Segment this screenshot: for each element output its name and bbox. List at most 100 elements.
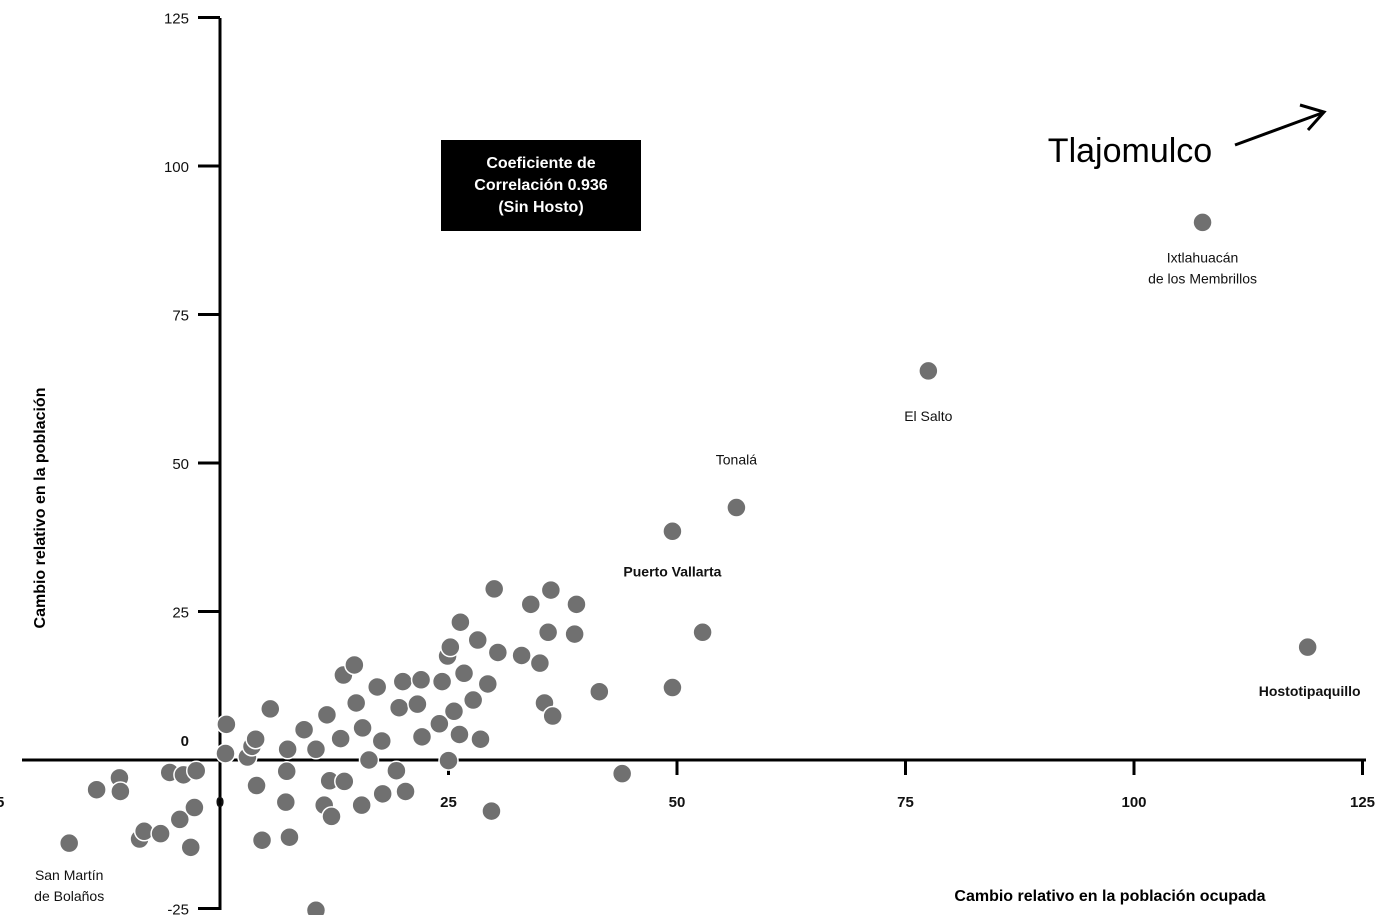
data-point: [451, 613, 470, 632]
offchart-annotation: Tlajomulco: [1048, 105, 1324, 170]
data-point: [353, 718, 372, 737]
data-point: [181, 838, 200, 857]
data-point: [111, 782, 130, 801]
data-point: [530, 654, 549, 673]
x-tick-label: 50: [669, 794, 686, 811]
data-point: [345, 655, 364, 674]
data-point: [278, 740, 297, 759]
data-point: [441, 638, 460, 657]
data-point: [87, 780, 106, 799]
point-label: El Salto: [904, 408, 952, 424]
data-point: [246, 730, 265, 749]
data-point: [276, 793, 295, 812]
data-point: [468, 631, 487, 650]
x-tick-label: 125: [1350, 794, 1375, 811]
point-labels: Ixtlahuacán de los Membrillos El Salto Tona…: [34, 249, 1360, 904]
x-tick-label: 100: [1121, 794, 1146, 811]
data-point: [613, 764, 632, 783]
y-axis-title: Cambio relativo en la población: [32, 388, 49, 629]
point-label: Tonalá: [716, 452, 757, 468]
y-tick-label: 25: [172, 605, 189, 622]
data-point: [1298, 638, 1317, 657]
annotation-line-3: (Sin Hosto): [498, 199, 583, 216]
data-point: [450, 725, 469, 744]
y-tick-label: 125: [164, 11, 189, 28]
data-point: [485, 579, 504, 598]
point-label: Ixtlahuacán de los Membrillos: [1148, 249, 1257, 286]
data-point: [408, 695, 427, 714]
data-point: [439, 751, 458, 770]
data-point: [185, 798, 204, 817]
data-point: [60, 834, 79, 853]
data-point: [412, 670, 431, 689]
x-tick-label: 75: [897, 794, 914, 811]
point-label: Hostotipaquillo: [1259, 683, 1361, 699]
data-point: [387, 761, 406, 780]
data-point: [444, 702, 463, 721]
data-point: [693, 623, 712, 642]
data-point: [521, 595, 540, 614]
data-point: [488, 643, 507, 662]
data-point: [455, 664, 474, 683]
y-tick-label: 75: [172, 308, 189, 325]
data-point: [322, 807, 341, 826]
point-label-line: de Bolaños: [34, 888, 104, 904]
data-point: [433, 672, 452, 691]
data-point: [335, 772, 354, 791]
data-point: [216, 744, 235, 763]
data-point: [306, 740, 325, 759]
x-tick-label: 25: [440, 794, 457, 811]
data-point: [565, 625, 584, 644]
data-point: [1193, 213, 1212, 232]
data-point: [217, 715, 236, 734]
point-label: San Martín de Bolaños: [34, 867, 104, 904]
point-label-line: Tonalá: [716, 452, 757, 468]
point-label-line: Ixtlahuacán: [1167, 249, 1239, 265]
data-point: [539, 623, 558, 642]
data-point: [253, 831, 272, 850]
point-label-line: El Salto: [904, 408, 952, 424]
data-point: [396, 782, 415, 801]
point-label-line: Hostotipaquillo: [1259, 683, 1361, 699]
tlajomulco-label: Tlajomulco: [1048, 132, 1212, 170]
data-point: [663, 522, 682, 541]
data-point: [471, 730, 490, 749]
data-point: [247, 776, 266, 795]
data-point: [368, 677, 387, 696]
data-point: [331, 729, 350, 748]
data-point: [390, 698, 409, 717]
data-point: [482, 802, 501, 821]
data-point: [512, 646, 531, 665]
x-tick-label: -25: [0, 794, 4, 811]
data-point: [919, 361, 938, 380]
data-point: [541, 581, 560, 600]
data-point: [277, 762, 296, 781]
annotation-line-2: Correlación 0.936: [474, 177, 608, 194]
data-point: [464, 691, 483, 710]
data-point: [543, 707, 562, 726]
y-tick-label: -25: [167, 902, 189, 915]
y-tick-label: 0: [181, 733, 189, 750]
data-point: [372, 731, 391, 750]
data-point: [567, 595, 586, 614]
data-point: [412, 727, 431, 746]
data-point: [478, 674, 497, 693]
data-point: [393, 672, 412, 691]
data-point: [727, 498, 746, 517]
y-tick-label: 50: [172, 456, 189, 473]
data-point: [187, 761, 206, 780]
x-axis-title: Cambio relativo en la población ocupada: [954, 888, 1265, 905]
data-point: [347, 693, 366, 712]
data-point: [151, 824, 170, 843]
point-label: Puerto Vallarta: [623, 563, 721, 579]
data-point: [317, 705, 336, 724]
point-label-line: Puerto Vallarta: [623, 563, 721, 579]
point-label-line: San Martín: [35, 867, 103, 883]
annotation-box: Coeficiente de Correlación 0.936 (Sin Ho…: [441, 140, 641, 231]
data-point: [280, 828, 299, 847]
y-tick-label: 100: [164, 159, 189, 176]
x-tick-label: 0: [216, 794, 224, 811]
data-point: [373, 784, 392, 803]
data-point: [261, 699, 280, 718]
